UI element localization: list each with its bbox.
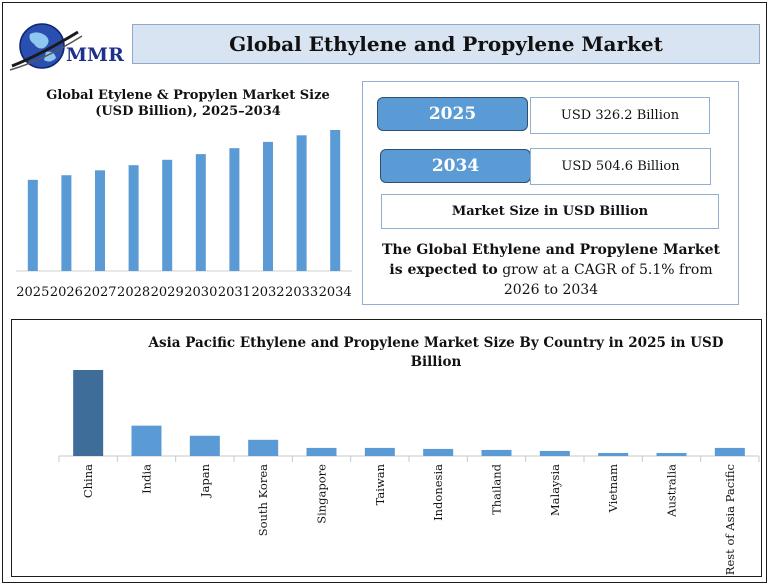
chart2-bar (131, 425, 162, 456)
chart2-tick-label: Malaysia (548, 464, 562, 516)
chart2-tick-label: Singapore (315, 464, 329, 524)
chart2-bar (656, 452, 687, 456)
chart1-tick-label: 2028 (117, 285, 150, 300)
chart1-bar (27, 179, 38, 271)
chart1-tick-label: 2030 (184, 285, 217, 300)
chart1-tick-label: 2031 (218, 285, 251, 300)
chart2-bar (714, 447, 745, 456)
unit-label: Market Size in USD Billion (451, 204, 649, 219)
year-2025-pill: 2025 (377, 97, 528, 131)
chart2-bar (364, 447, 395, 456)
asia-pacific-panel: Asia Pacific Ethylene and Propylene Mark… (11, 319, 762, 577)
chart2-bar (481, 449, 512, 456)
chart1-bar (263, 141, 273, 271)
value-2025-box: USD 326.2 Billion (530, 97, 710, 134)
chart2-tick-label: China (81, 464, 95, 498)
chart2-bar (189, 435, 220, 456)
chart1-bar (296, 135, 307, 271)
year-2034-label: 2034 (431, 156, 480, 176)
chart2-tick-label: Japan (198, 463, 212, 498)
logo-text: MMR (66, 44, 124, 66)
chart1-tick-label: 2027 (83, 285, 116, 300)
chart1-tick-label: 2033 (285, 285, 318, 300)
chart1-bar (195, 154, 206, 271)
chart2-tick-label: India (140, 464, 154, 494)
chart1-tick-label: 2029 (151, 285, 184, 300)
chart1-bar (61, 175, 72, 271)
chart1-bar (229, 148, 240, 271)
global-market-bar-chart: 2025 2026 2027 2028 2029 2030 2031 2032 2033 2034 (16, 130, 352, 300)
cagr-bold-text: The Global Ethylene and Propylene Market… (382, 242, 720, 278)
chart2-title: Asia Pacific Ethylene and Propylene Mark… (148, 335, 724, 370)
chart2-tick-label: Thailand (490, 463, 504, 515)
value-2025-label: USD 326.2 Billion (560, 108, 680, 123)
page-title-box: Global Ethylene and Propylene Market (132, 24, 760, 64)
cagr-statement: The Global Ethylene and Propylene Market… (381, 240, 721, 300)
chart1-bar (162, 159, 173, 271)
chart2-tick-label: Australia (665, 464, 679, 518)
chart2-bar (73, 370, 104, 456)
value-2034-box: USD 504.6 Billion (530, 148, 711, 185)
chart1-tick-label: 2026 (50, 285, 83, 300)
chart1-bar (95, 170, 105, 271)
chart2-tick-label: Indonesia (431, 464, 445, 521)
chart1-tick-label: 2025 (16, 285, 49, 300)
chart1-bar (330, 130, 341, 271)
chart2-bar (539, 450, 570, 456)
value-2034-label: USD 504.6 Billion (561, 159, 680, 174)
chart2-bar (306, 447, 337, 456)
chart2-bar (423, 448, 454, 456)
chart2-bar (248, 439, 279, 456)
unit-label-box: Market Size in USD Billion (381, 194, 719, 229)
chart1-tick-label: 2032 (251, 285, 284, 300)
info-panel: 2025 USD 326.2 Billion 2034 USD 504.6 Bi… (362, 81, 739, 305)
chart2-tick-label: Taiwan (373, 463, 387, 505)
chart2-bar (598, 452, 629, 456)
chart2-tick-label: South Korea (256, 464, 270, 536)
year-2025-label: 2025 (428, 104, 477, 124)
chart1-title: Global Etylene & Propylen Market Size (U… (46, 88, 330, 119)
chart2-tick-label: Vietnam (606, 464, 620, 513)
chart1-tick-label: 2034 (319, 285, 352, 300)
asia-pacific-bar-chart: China India Japan South Korea Singapore Taiwa… (58, 370, 760, 575)
globe-logo-icon (9, 23, 83, 71)
cagr-rest-text: grow at a CAGR of 5.1% from 2026 to 2034 (497, 262, 713, 298)
chart1-bar (128, 165, 139, 271)
page-title: Global Ethylene and Propylene Market (229, 32, 663, 56)
chart2-tick-label: Rest of Asia Pacific (723, 464, 737, 575)
year-2034-pill: 2034 (380, 149, 531, 183)
